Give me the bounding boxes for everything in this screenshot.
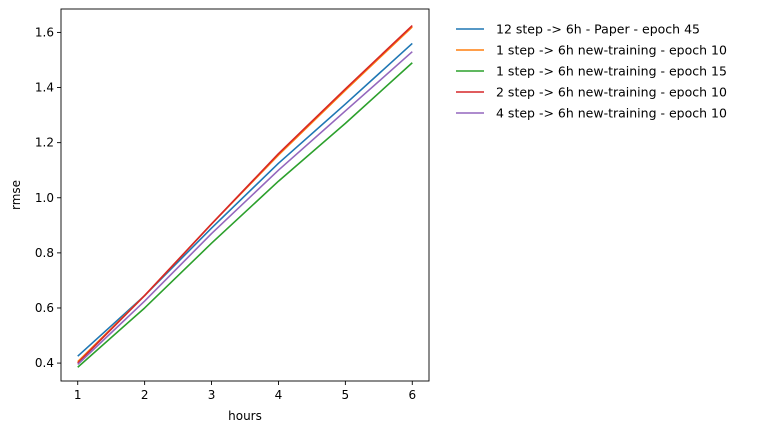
y-tick-label: 1.0 [35, 191, 54, 205]
y-tick-label: 1.6 [35, 25, 54, 39]
series-line-5 [77, 51, 413, 366]
x-axis-label: hours [228, 409, 262, 423]
x-tick-label: 1 [74, 388, 82, 402]
legend-label: 2 step -> 6h new-training - epoch 10 [496, 85, 727, 100]
series-line-1 [77, 42, 413, 357]
x-tick-label: 2 [141, 388, 149, 402]
legend-entry-5: 4 step -> 6h new-training - epoch 10 [456, 106, 727, 121]
x-tick-label: 3 [208, 388, 216, 402]
x-tick-label: 4 [275, 388, 283, 402]
x-axis: 1 2 3 4 5 6 [74, 381, 416, 402]
legend-label: 4 step -> 6h new-training - epoch 10 [496, 106, 727, 121]
y-tick-label: 0.6 [35, 301, 54, 315]
plot-area [60, 8, 430, 382]
legend-entry-2: 1 step -> 6h new-training - epoch 10 [456, 43, 727, 58]
legend-label: 1 step -> 6h new-training - epoch 10 [496, 43, 727, 58]
y-axis-label: rmse [9, 180, 23, 210]
legend: 12 step -> 6h - Paper - epoch 45 1 step -… [456, 22, 727, 121]
y-tick-label: 1.4 [35, 81, 54, 95]
legend-entry-4: 2 step -> 6h new-training - epoch 10 [456, 85, 727, 100]
y-tick-label: 0.4 [35, 356, 54, 370]
x-tick-label: 6 [408, 388, 416, 402]
legend-entry-3: 1 step -> 6h new-training - epoch 15 [456, 64, 727, 79]
series-line-4 [77, 24, 413, 364]
y-axis: 0.4 0.6 0.8 1.0 1.2 1.4 1.6 [35, 25, 61, 370]
series-line-3 [77, 62, 413, 368]
legend-label: 12 step -> 6h - Paper - epoch 45 [496, 22, 700, 37]
y-tick-label: 0.8 [35, 246, 54, 260]
legend-entry-1: 12 step -> 6h - Paper - epoch 45 [456, 22, 700, 37]
legend-label: 1 step -> 6h new-training - epoch 15 [496, 64, 727, 79]
y-tick-label: 1.2 [35, 136, 54, 150]
plot-frame [60, 8, 430, 382]
x-tick-label: 5 [342, 388, 350, 402]
